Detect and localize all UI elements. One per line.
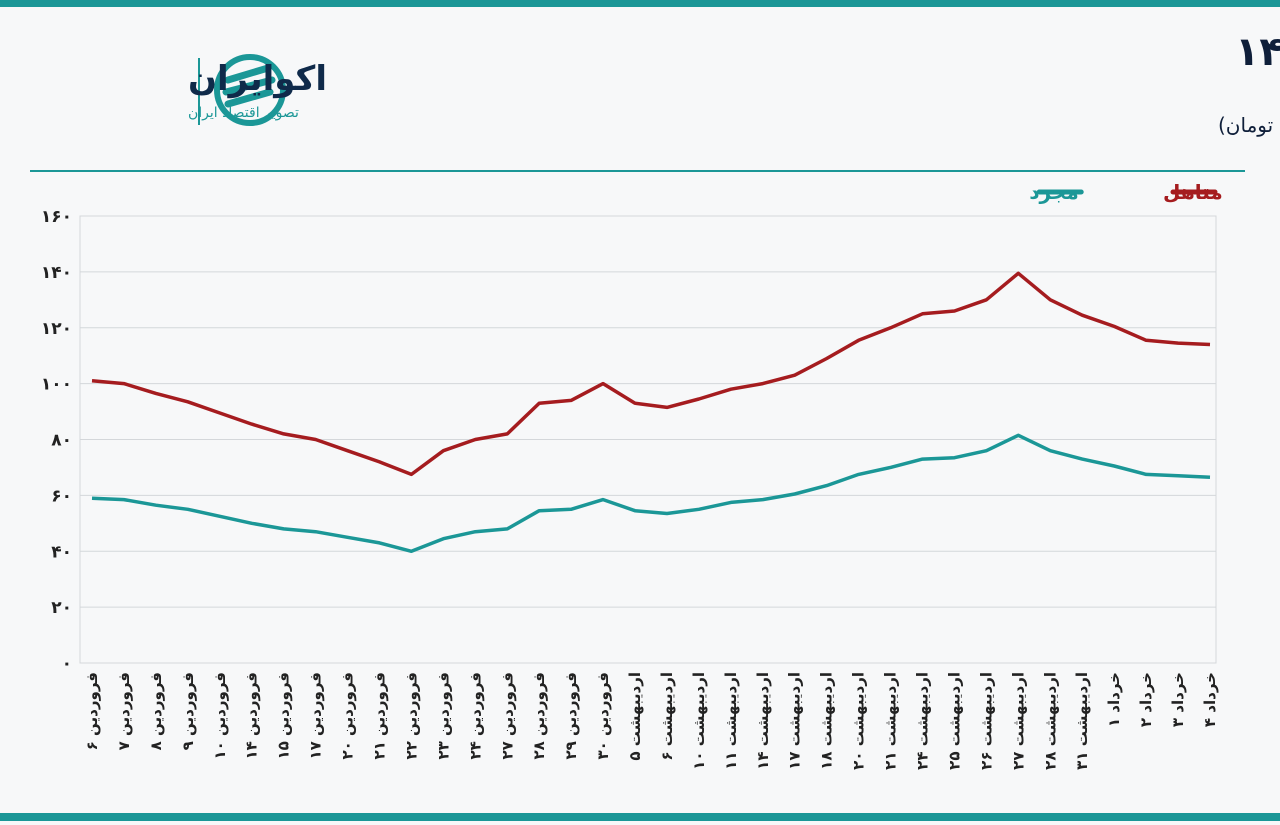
series-line xyxy=(91,271,1211,477)
x-tick-label: ۹ فروردین xyxy=(179,672,197,750)
x-tick-label: ۲۵ اردیبهشت xyxy=(945,672,963,770)
y-tick-label: ۴۰ xyxy=(51,542,72,562)
logo-ring xyxy=(214,54,286,126)
x-tick-label: ۸ فروردین xyxy=(147,672,165,750)
legend-label: متاهل xyxy=(1163,180,1223,204)
bottom-bar xyxy=(0,813,1280,821)
x-tick-label: ۵ اردیبهشت xyxy=(626,672,644,761)
y-tick-label: ۸۰ xyxy=(51,431,72,451)
x-tick-label: ۱۴ اردیبهشت xyxy=(754,672,772,770)
x-tick-label: ۴ خرداد xyxy=(1201,672,1219,727)
y-tick-label: ۱۰۰ xyxy=(41,375,72,395)
x-tick-label: ۲۰ فروردین xyxy=(339,672,357,760)
x-tick-label: ۲۷ فروردین xyxy=(498,672,516,760)
x-tick-label: ۱۴ فروردین xyxy=(243,672,261,760)
chart-subtitle: (واحد: میلیون تومان) xyxy=(1218,113,1280,137)
top-bar xyxy=(0,0,1280,7)
y-tick-label: ۶۰ xyxy=(51,486,72,506)
brand-tagline: تصویر اقتصاد ایران xyxy=(188,105,299,121)
legend-label: مجرد xyxy=(1029,180,1079,204)
x-tick-label: ۳ خرداد xyxy=(1169,672,1187,727)
x-tick-label: ۳۰ فروردین xyxy=(594,672,612,760)
x-tick-label: ۲۴ اردیبهشت xyxy=(914,672,932,770)
x-tick-label: ۶ اردیبهشت xyxy=(658,672,676,761)
x-tick-label: ۲۴ فروردین xyxy=(466,672,484,760)
legend: متاهل مجرد xyxy=(1029,180,1223,204)
x-tick-label: ۱۷ اردیبهشت xyxy=(786,672,804,770)
x-tick-label: ۱۰ اردیبهشت xyxy=(690,672,708,770)
x-tick-label: ۲۷ اردیبهشت xyxy=(1009,672,1027,770)
x-tick-label: ۱۸ اردیبهشت xyxy=(818,672,836,770)
y-tick-label: ۱۶۰ xyxy=(41,207,72,227)
x-tick-label: ۷ فروردین xyxy=(115,672,133,750)
y-tick-label: ۰ xyxy=(62,654,72,674)
x-tick-label: ۲۹ فروردین xyxy=(562,672,580,760)
x-tick-label: ۱ خرداد xyxy=(1105,672,1123,727)
x-tick-label: ۲۱ اردیبهشت xyxy=(882,672,900,770)
y-tick-label: ۱۲۰ xyxy=(41,319,72,339)
x-tick-label: ۲ خرداد xyxy=(1137,672,1155,727)
logo: اکوایران تصویر اقتصاد ایران xyxy=(188,54,327,126)
x-tick-label: ۱۰ فروردین xyxy=(211,672,229,760)
y-tick-label: ۱۴۰ xyxy=(41,263,72,283)
x-tick-label: ۱۷ فروردین xyxy=(307,672,325,760)
x-tick-label: ۲۲ فروردین xyxy=(402,672,420,760)
x-tick-label: ۱۱ اردیبهشت xyxy=(722,672,740,770)
x-tick-label: ۶ فروردین xyxy=(83,672,101,750)
x-tick-label: ۳۱ اردیبهشت xyxy=(1073,672,1091,770)
x-tick-label: ۲۶ اردیبهشت xyxy=(977,672,995,770)
brand-name: اکوایران xyxy=(188,59,327,99)
x-tick-label: ۲۳ فروردین xyxy=(434,672,452,760)
x-tick-label: ۱۵ فروردین xyxy=(275,672,293,760)
x-tick-label: ۲۸ اردیبهشت xyxy=(1041,672,1059,770)
series-line xyxy=(91,433,1211,554)
y-tick-label: ۲۰ xyxy=(51,598,72,618)
x-tick-label: ۲۸ فروردین xyxy=(530,672,548,760)
x-tick-label: ۲۰ اردیبهشت xyxy=(850,672,868,770)
x-tick-label: ۲۱ فروردین xyxy=(370,672,388,760)
logo-stripes xyxy=(222,64,276,108)
